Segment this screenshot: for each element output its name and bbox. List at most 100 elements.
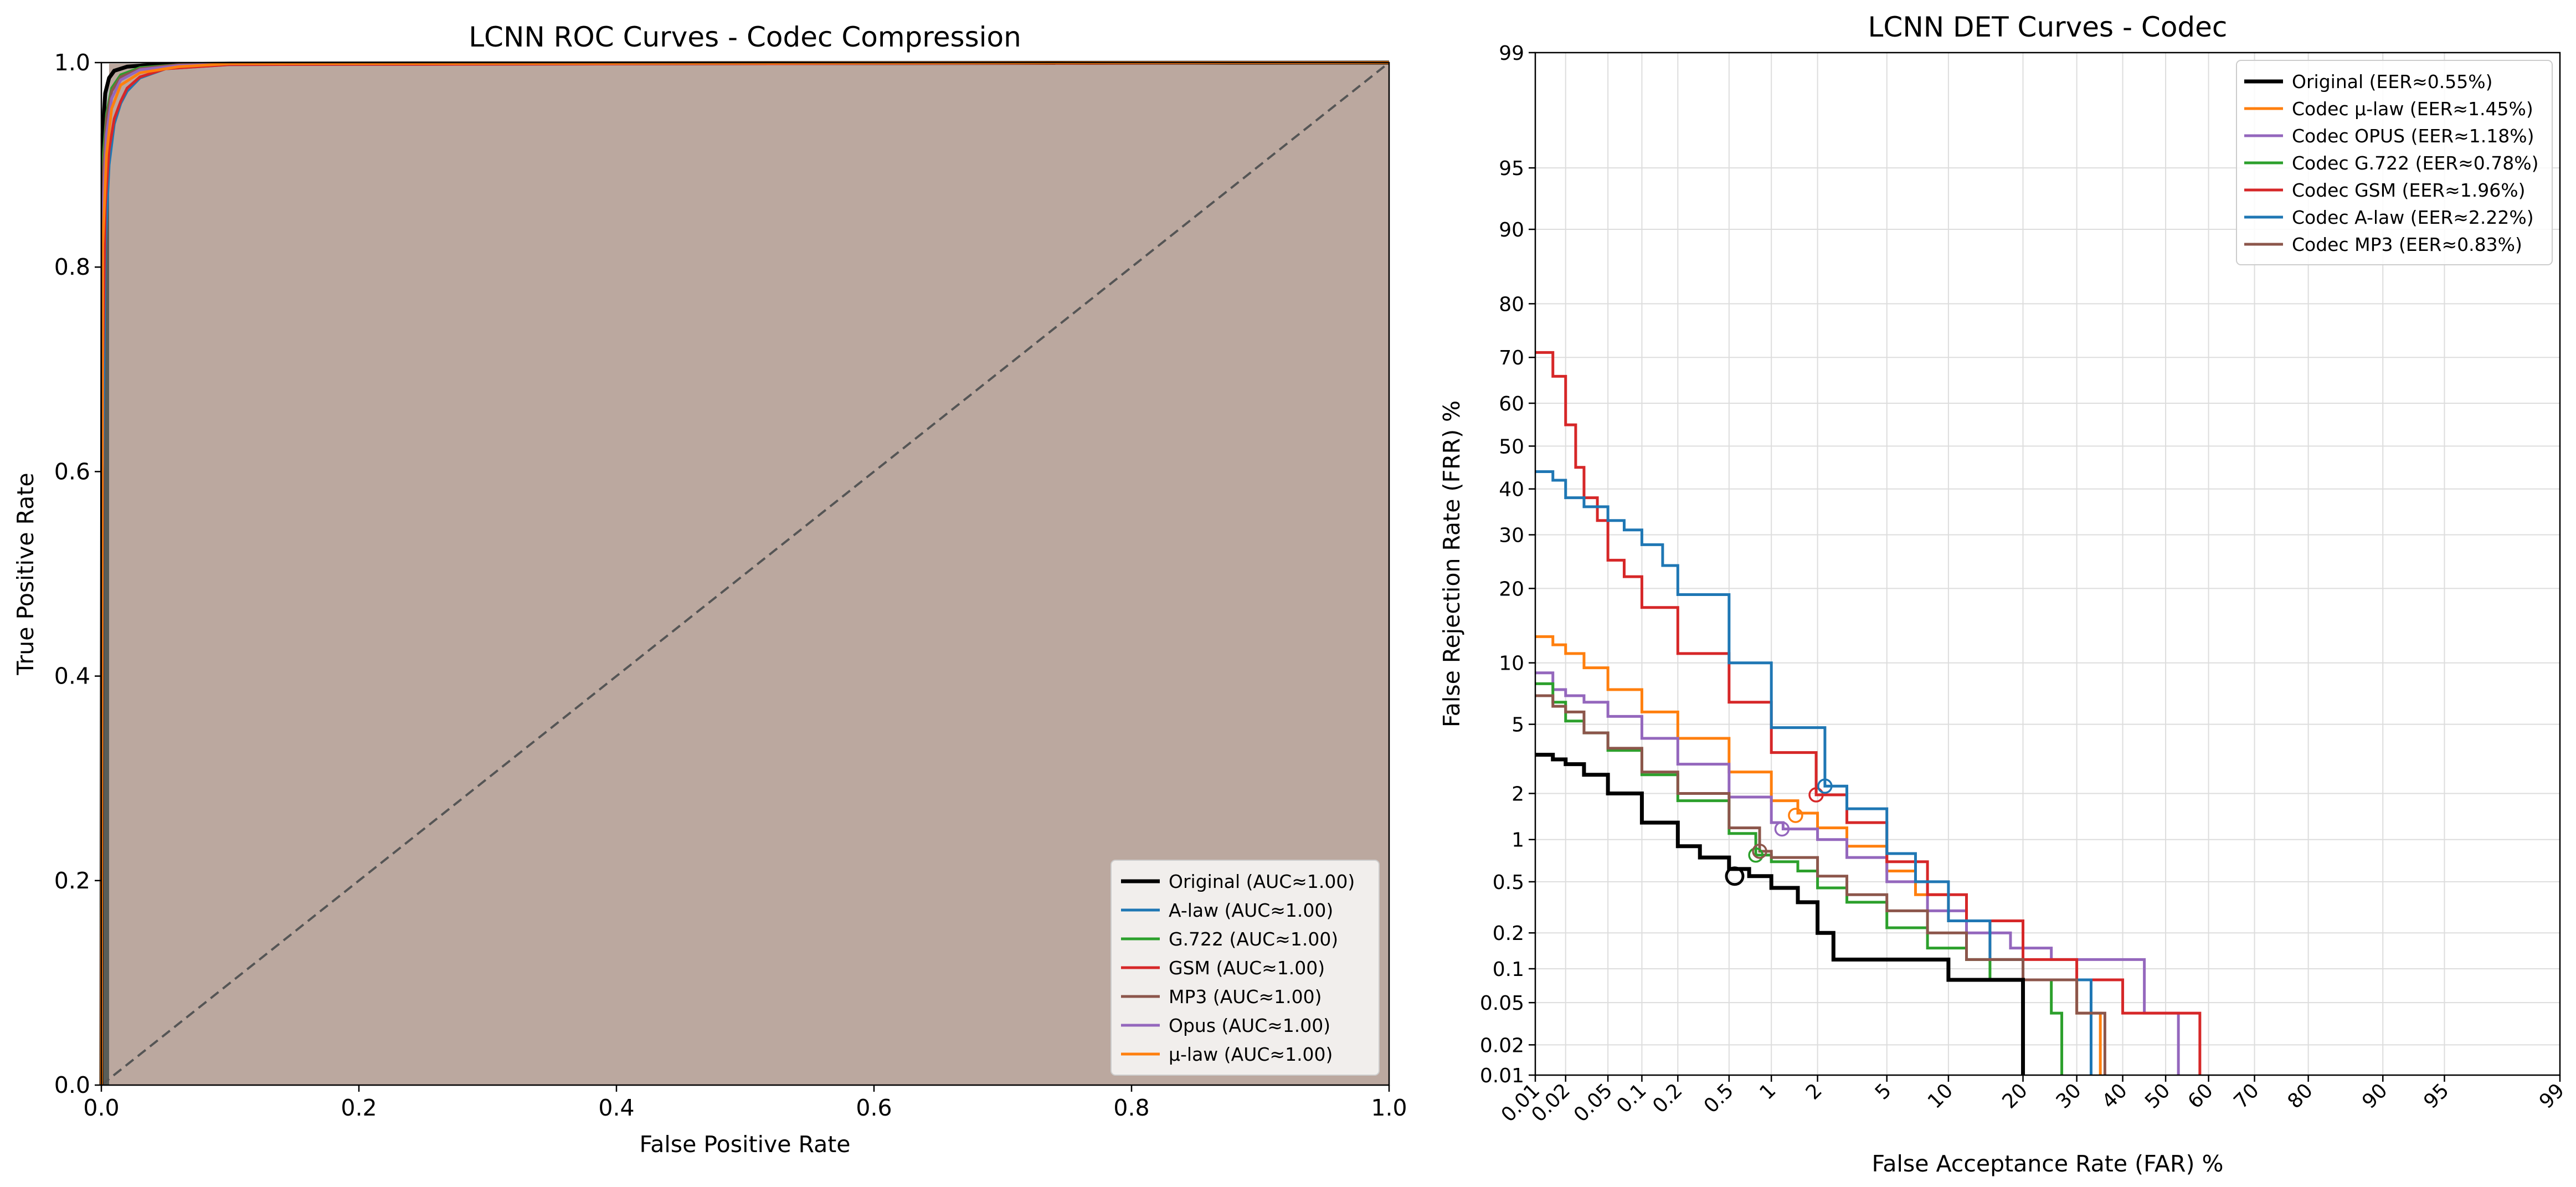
det-eer-marker-codec-gsm-eer-1-96: [1808, 787, 1824, 803]
roc-x-axis-label: False Positive Rate: [639, 1131, 850, 1158]
det-x-tick-label: 90: [2358, 1079, 2392, 1113]
det-y-tick-label: 0.5: [1493, 871, 1524, 894]
roc-legend-label: A-law (AUC≈1.00): [1169, 900, 1333, 921]
det-x-tick-label: 70: [2230, 1079, 2264, 1113]
det-x-tick-label: 2: [1802, 1079, 1827, 1104]
det-x-tick-label: 40: [2098, 1079, 2132, 1113]
det-y-tick-label: 5: [1511, 714, 1524, 737]
det-y-tick-label: 20: [1499, 578, 1524, 600]
roc-line-law-auc-1-00: [100, 61, 1390, 1086]
roc-y-tick-label: 0.0: [54, 1072, 90, 1098]
roc-legend: Original (AUC≈1.00) A-law (AUC≈1.00) G.722…: [1110, 860, 1380, 1076]
det-x-tick-label: 1: [1755, 1079, 1780, 1104]
roc-x-tick-label: 0.4: [598, 1094, 634, 1121]
roc-legend-label: μ-law (AUC≈1.00): [1169, 1044, 1333, 1065]
det-legend-label: Codec OPUS (EER≈1.18%): [2292, 125, 2534, 147]
det-eer-marker-codec-mp3-eer-0-83: [1752, 844, 1767, 859]
det-legend: Original (EER≈0.55%) Codec μ-law (EER≈1.4…: [2236, 60, 2553, 265]
roc-x-tick-label: 0.6: [856, 1094, 892, 1121]
roc-legend-label: GSM (AUC≈1.00): [1169, 957, 1325, 979]
det-x-tick-label: 30: [2052, 1079, 2086, 1113]
det-y-tick-label: 2: [1511, 783, 1524, 805]
det-line-codec-opus-eer-1-18: [1535, 671, 2180, 1075]
roc-legend-box: [1110, 860, 1380, 1076]
det-y-tick-label: 30: [1499, 524, 1524, 547]
roc-legend-label: Opus (AUC≈1.00): [1169, 1015, 1330, 1036]
det-legend-label: Codec GSM (EER≈1.96%): [2292, 179, 2525, 201]
det-y-tick-label: 0.02: [1480, 1034, 1524, 1057]
det-x-tick-label: 20: [1998, 1079, 2032, 1113]
roc-diagonal-group: [100, 61, 1390, 1086]
det-y-tick-label: 99: [1499, 42, 1524, 65]
det-y-tick-label: 90: [1499, 219, 1524, 241]
roc-x-tick-label: 0.0: [83, 1094, 119, 1121]
det-x-tick-label: 0.05: [1570, 1079, 1617, 1127]
det-y-axis-label: False Rejection Rate (FRR) %: [1438, 400, 1465, 727]
det-line-codec-a-law-eer-2-22: [1535, 470, 2092, 1075]
det-y-tick-label: 1: [1511, 829, 1524, 852]
roc-legend-label: Original (AUC≈1.00): [1169, 871, 1355, 892]
roc-y-axis-label: True Positive Rate: [12, 472, 39, 675]
det-x-tick-label: 50: [2141, 1079, 2174, 1113]
det-x-tick-label: 5: [1871, 1079, 1896, 1104]
det-x-tick-label: 60: [2184, 1079, 2218, 1113]
det-x-tick-label: 10: [1924, 1079, 1957, 1113]
det-eer-marker-codec-a-law-eer-2-22: [1817, 778, 1833, 794]
roc-chance-diagonal: [100, 61, 1390, 1086]
det-eer-marker-codec-opus-eer-1-18: [1774, 821, 1790, 837]
roc-y-tick-label: 0.2: [54, 867, 90, 894]
det-legend-label: Original (EER≈0.55%): [2292, 71, 2492, 93]
det-y-tick-label: 60: [1499, 393, 1524, 415]
roc-x-tick-label: 0.8: [1113, 1094, 1149, 1121]
roc-legend-label: MP3 (AUC≈1.00): [1169, 986, 1322, 1008]
roc-plot-frame: [100, 61, 1390, 1086]
det-line-codec-gsm-eer-1-96: [1535, 351, 2202, 1075]
det-eer-marker-original-eer-0-55: [1725, 866, 1745, 886]
det-y-tick-label: 40: [1499, 479, 1524, 501]
roc-chart: LCNN ROC Curves - Codec Compression 0.0 0…: [12, 21, 1407, 1158]
det-x-tick-label: 99: [2535, 1079, 2569, 1113]
det-eer-marker-codec-g-722-eer-0-78: [1748, 847, 1763, 863]
det-y-tick-label: 95: [1499, 157, 1524, 180]
det-y-tick-label: 70: [1499, 347, 1524, 369]
roc-y-tick-label: 0.4: [54, 663, 90, 690]
det-line-original-eer-0-55: [1535, 753, 2025, 1075]
det-y-tick-label: 50: [1499, 435, 1524, 458]
det-legend-label: Codec A-law (EER≈2.22%): [2292, 207, 2534, 228]
det-x-tick-label: 95: [2419, 1079, 2453, 1113]
det-eer-marker-codec-law-eer-1-45: [1788, 808, 1803, 823]
det-series-group: [1535, 351, 2202, 1075]
det-y-tick-label: 80: [1499, 293, 1524, 316]
det-eer-markers: [1725, 778, 1833, 886]
det-x-axis-ticks: 0.010.020.050.10.2 0.5 1 2 5 10 20 30 40 50 60 70 80…: [1497, 1075, 2569, 1127]
det-legend-label: Codec μ-law (EER≈1.45%): [2292, 98, 2533, 120]
roc-y-tick-label: 0.6: [54, 458, 90, 485]
det-title: LCNN DET Curves - Codec: [1868, 11, 2228, 43]
det-x-tick-label: 0.1: [1612, 1079, 1651, 1117]
det-line-codec-mp3-eer-0-83: [1535, 694, 2106, 1075]
roc-y-tick-label: 1.0: [54, 49, 90, 76]
det-y-tick-label: 0.05: [1480, 992, 1524, 1015]
det-plot-frame: [1534, 52, 2561, 1076]
roc-y-tick-label: 0.8: [54, 254, 90, 280]
det-x-tick-label: 0.5: [1700, 1079, 1738, 1117]
roc-x-axis-ticks: 0.0 0.2 0.4 0.6 0.8 1.0: [83, 1085, 1407, 1121]
det-x-tick-label: 80: [2284, 1079, 2317, 1113]
det-chart: LCNN DET Curves - Codec 0.010.020.050.10…: [1438, 11, 2569, 1177]
roc-y-axis-ticks: 0.0 0.2 0.4 0.6 0.8 1.0: [54, 49, 101, 1098]
det-y-tick-label: 0.1: [1493, 958, 1524, 981]
det-y-axis-ticks: 0.01 0.02 0.05 0.1 0.2 0.5 1 2 5 10 20 30 40 50 60 70 80…: [1480, 42, 1535, 1087]
roc-title: LCNN ROC Curves - Codec Compression: [469, 21, 1021, 53]
det-x-axis-label: False Acceptance Rate (FAR) %: [1872, 1150, 2224, 1177]
det-legend-box: [2236, 60, 2553, 265]
roc-series-group: [99, 60, 1390, 1086]
det-legend-label: Codec MP3 (EER≈0.83%): [2292, 234, 2522, 255]
det-x-tick-label: 0.2: [1648, 1079, 1687, 1117]
det-y-tick-label: 10: [1499, 652, 1524, 675]
roc-x-tick-label: 0.2: [341, 1094, 377, 1121]
det-legend-label: Codec G.722 (EER≈0.78%): [2292, 152, 2539, 174]
det-y-tick-label: 0.2: [1493, 922, 1524, 945]
roc-legend-label: G.722 (AUC≈1.00): [1169, 928, 1338, 950]
roc-x-tick-label: 1.0: [1371, 1094, 1407, 1121]
